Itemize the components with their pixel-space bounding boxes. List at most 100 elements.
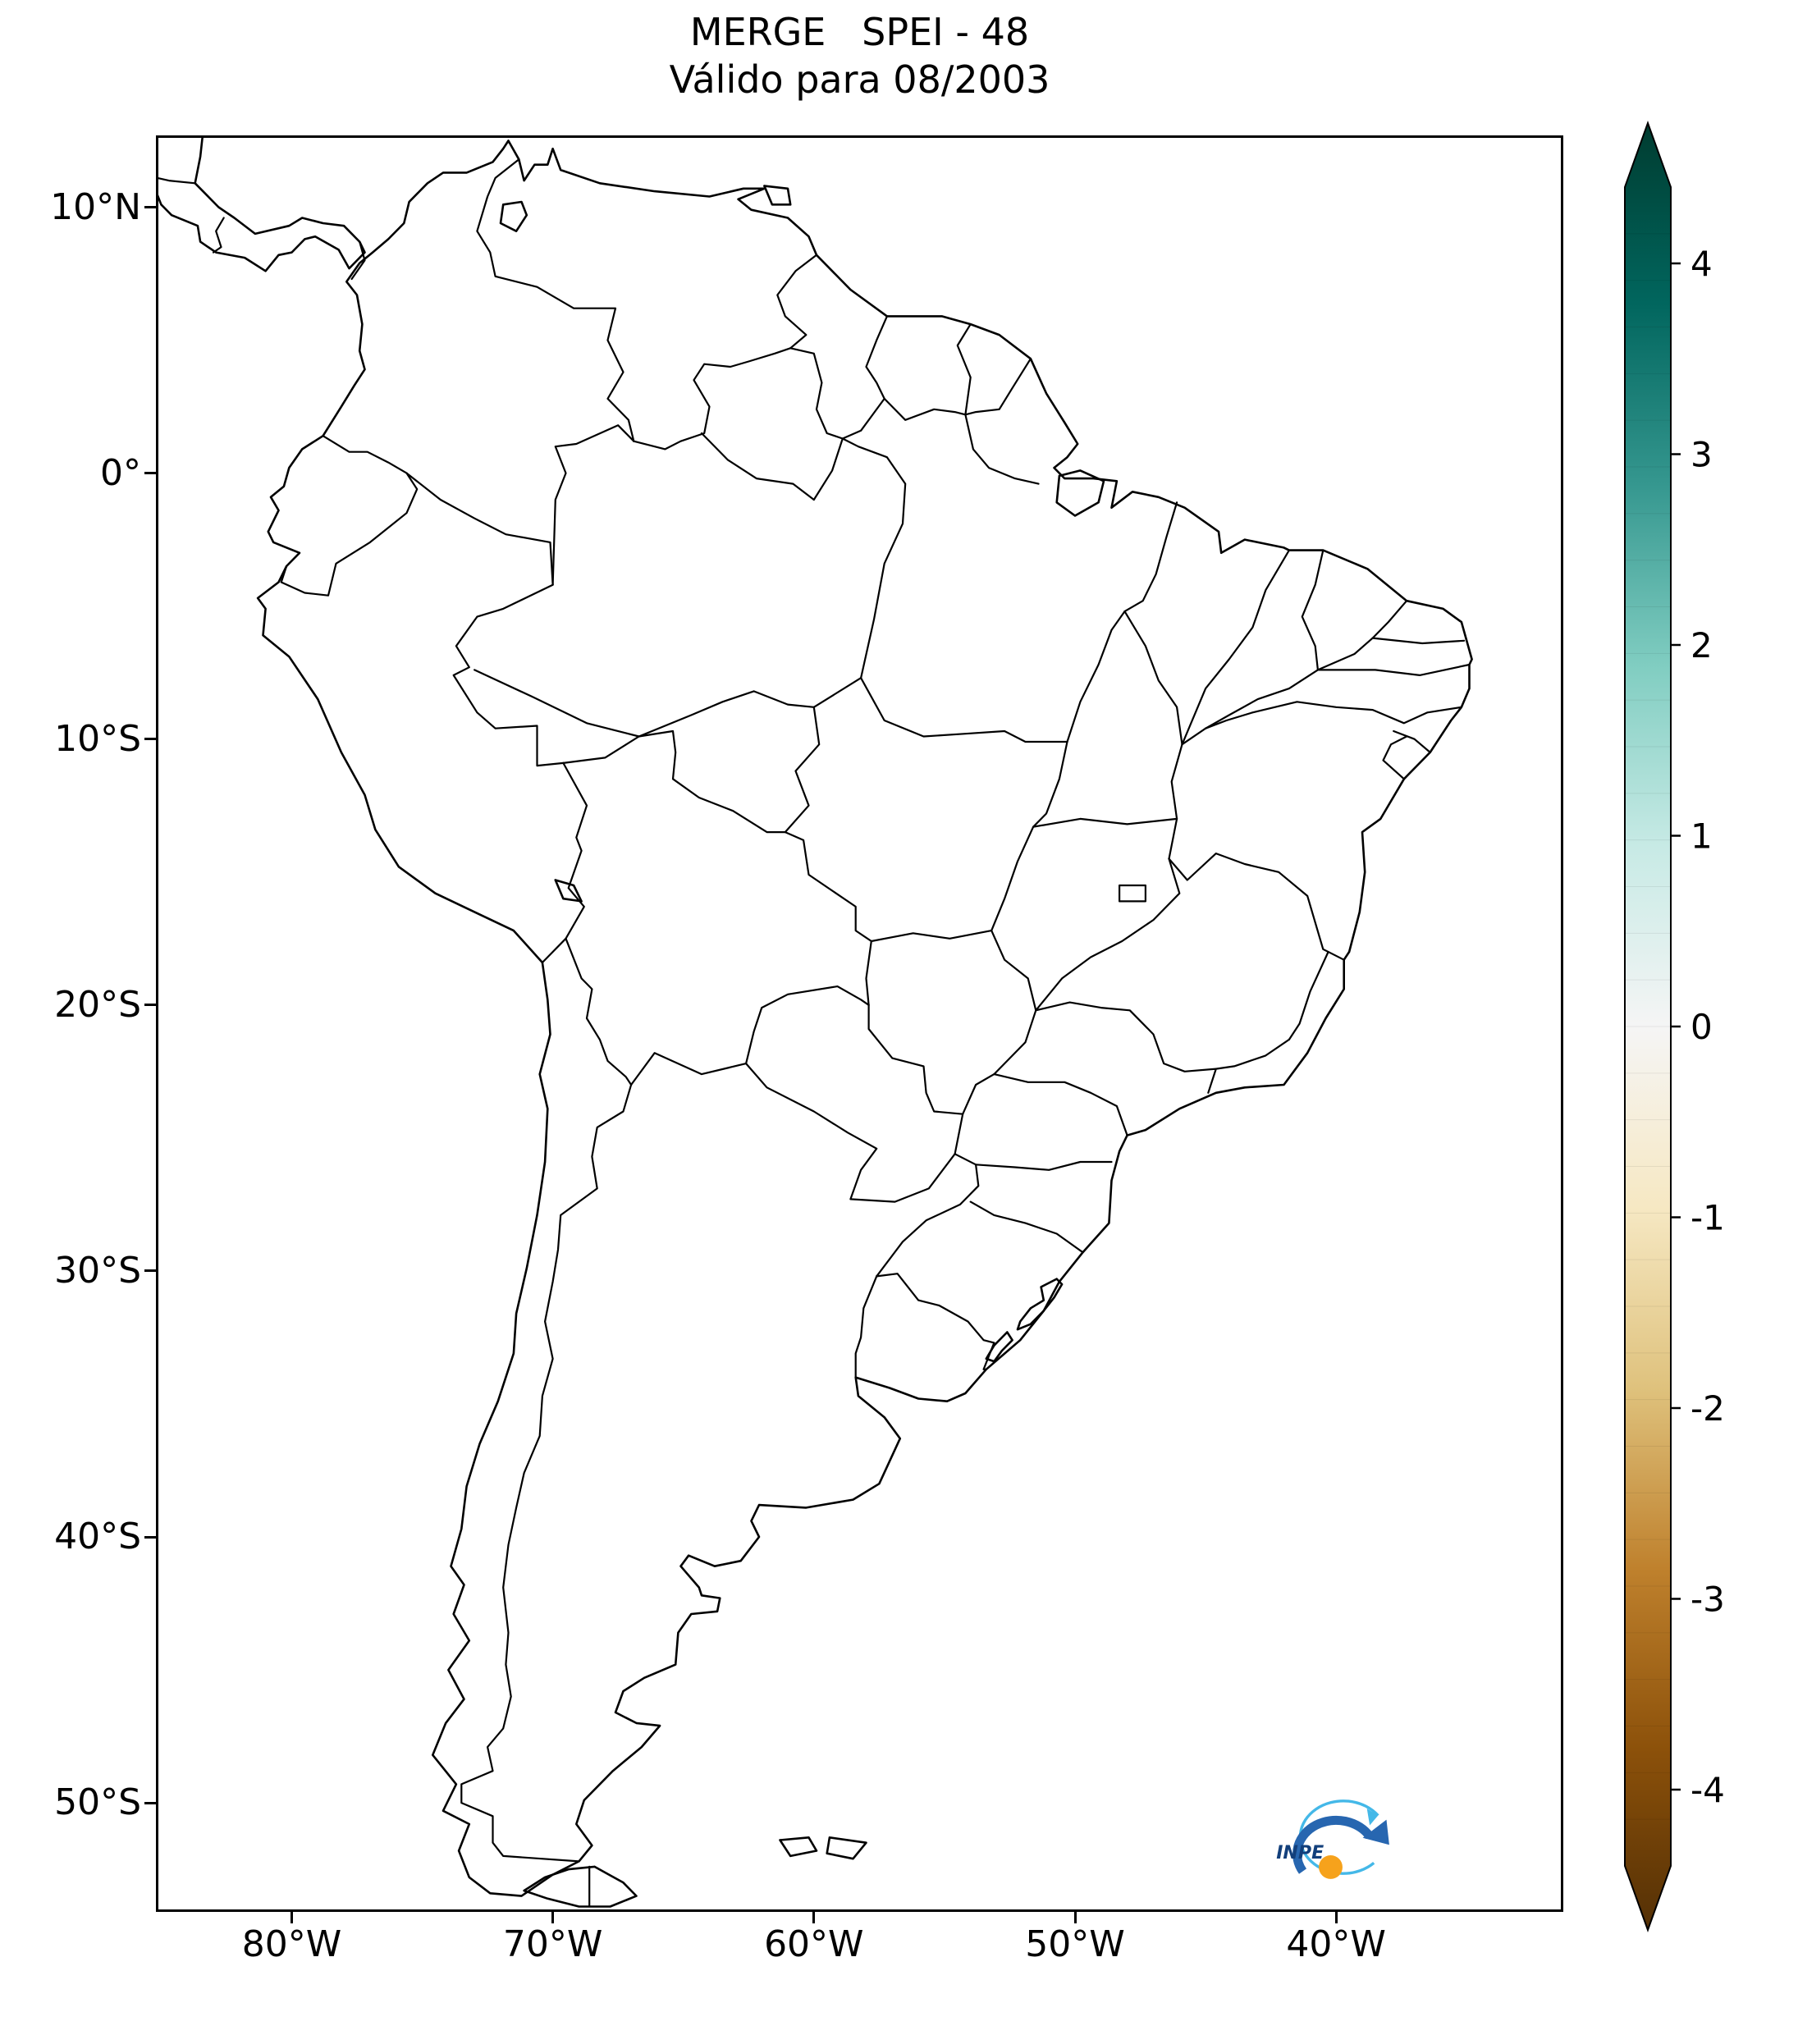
country-border-path [541, 937, 567, 964]
state-border-path [870, 929, 993, 943]
state-border-path [1035, 857, 1181, 1012]
colorbar-tick-label: -3 [1690, 1580, 1725, 1620]
country-border-path [865, 315, 889, 400]
state-border-path [964, 414, 1040, 485]
map-svg [156, 135, 1563, 1912]
state-border-path [974, 1160, 1113, 1171]
y-tick-mark [144, 738, 156, 741]
y-tick-mark [144, 206, 156, 208]
inpe-logo: INPE [1268, 1789, 1407, 1894]
colorbar-tick-label: -1 [1690, 1198, 1725, 1238]
country-border-path [551, 424, 635, 586]
state-border-path [1035, 1001, 1217, 1072]
state-border-path [1371, 600, 1408, 639]
country-border-path [322, 435, 408, 474]
state-border-path [812, 437, 844, 501]
coastline-path [1055, 469, 1105, 517]
country-border-path [876, 1273, 995, 1370]
coastline-path [156, 135, 366, 272]
y-tick-label: 20°S [54, 983, 141, 1026]
inpe-arrow-head [1362, 1819, 1389, 1845]
coastline-path [985, 1331, 1013, 1363]
state-border-path [474, 669, 640, 738]
state-border-path [1032, 740, 1068, 828]
colorbar-tick-label: -4 [1690, 1770, 1725, 1810]
state-border-path [969, 1200, 1084, 1254]
y-tick-label: 10°N [50, 185, 141, 228]
coastline-path [779, 1836, 818, 1858]
x-tick-mark [290, 1912, 293, 1923]
state-border-path [1288, 950, 1329, 1041]
state-border-path [1207, 1038, 1291, 1094]
state-border-path [991, 825, 1035, 932]
state-border-path [1168, 852, 1345, 961]
x-tick-label: 70°W [502, 1923, 603, 1965]
state-border-path [1316, 637, 1374, 671]
country-border-path [744, 985, 870, 1065]
country-border-path [156, 176, 196, 185]
country-border-path [964, 358, 1032, 416]
coastline-path [256, 139, 1473, 1897]
state-border-path [841, 437, 907, 679]
coastline-path [826, 1836, 867, 1860]
x-tick-label: 60°W [764, 1923, 864, 1965]
coastline-path [523, 1865, 638, 1908]
country-border-path [956, 323, 972, 416]
country-border-path [405, 472, 554, 586]
state-border-path [1382, 735, 1408, 780]
inpe-logo-svg: INPE [1276, 1799, 1389, 1879]
state-border-path [812, 677, 862, 708]
country-border-path [629, 1052, 748, 1086]
country-border-path [562, 761, 588, 940]
country-border-path [841, 397, 885, 440]
colorbar-tick-label: 4 [1690, 244, 1713, 284]
colorbar-tick-label: 1 [1690, 816, 1713, 857]
y-tick-mark [144, 1004, 156, 1007]
country-border-path [854, 1275, 878, 1379]
x-tick-label: 80°W [241, 1923, 342, 1965]
country-border-path [789, 347, 844, 440]
state-border-path [1181, 549, 1291, 746]
country-border-path [476, 158, 635, 442]
country-border-path [867, 1004, 964, 1155]
coastline-path [499, 200, 528, 232]
country-border-path [562, 729, 872, 1006]
state-border-path [1393, 729, 1431, 754]
state-border-path [993, 1072, 1128, 1136]
state-border-path [1181, 669, 1320, 746]
colorbar: 4 3 2 1 0 -1 -2 -3 -4 [1624, 121, 1725, 1932]
figure-subtitle: Válido para 08/2003 [669, 57, 1050, 102]
inpe-logo-text: INPE [1276, 1842, 1324, 1863]
country-border-path [776, 254, 818, 350]
country-border-path [350, 240, 366, 281]
state-border-path [993, 1009, 1037, 1076]
coastline-path [554, 879, 583, 903]
x-tick-mark [1073, 1912, 1077, 1923]
state-border-path [1204, 701, 1463, 729]
y-tick-mark [144, 472, 156, 475]
inpe-orb [1319, 1855, 1343, 1879]
x-tick-mark [812, 1912, 816, 1923]
x-tick-mark [551, 1912, 555, 1923]
coastline-path [1016, 1278, 1064, 1331]
y-tick-label: 30°S [54, 1249, 141, 1292]
state-border-path [1301, 549, 1324, 671]
colorbar-tick-label: 2 [1690, 625, 1713, 665]
colorbar-tick-label: 3 [1690, 435, 1713, 475]
y-tick-mark [144, 1269, 156, 1273]
country-border-path [212, 217, 225, 254]
y-tick-label: 40°S [54, 1516, 141, 1558]
state-border-path [1123, 610, 1183, 746]
plot-frame [156, 135, 1563, 1912]
coastline-path [763, 185, 792, 206]
country-border-path [883, 397, 967, 421]
country-border-path [280, 472, 419, 597]
state-border-path [1066, 610, 1126, 743]
y-tick-mark [144, 1801, 156, 1804]
state-border-path [1118, 884, 1147, 903]
state-border-path [1316, 663, 1471, 677]
state-border-path [1032, 817, 1178, 828]
country-border-path [876, 1153, 980, 1278]
state-border-path [784, 706, 821, 834]
